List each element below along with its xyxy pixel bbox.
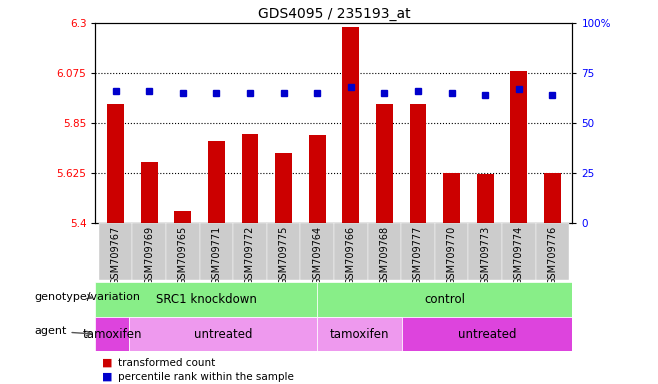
Text: GSM709765: GSM709765 — [178, 225, 188, 285]
Bar — [409, 104, 426, 223]
Bar — [233, 223, 266, 280]
Bar — [132, 223, 166, 280]
Text: GSM709770: GSM709770 — [447, 225, 457, 285]
Bar — [141, 162, 157, 223]
Title: GDS4095 / 235193_at: GDS4095 / 235193_at — [258, 7, 410, 21]
Bar — [536, 223, 569, 280]
Bar — [368, 223, 401, 280]
Text: SRC1 knockdown: SRC1 knockdown — [156, 293, 257, 306]
Text: tamoxifen: tamoxifen — [330, 328, 390, 341]
Bar — [401, 223, 435, 280]
Text: GSM709777: GSM709777 — [413, 225, 423, 285]
Text: GSM709769: GSM709769 — [144, 225, 154, 285]
Text: GSM709771: GSM709771 — [211, 225, 221, 285]
Bar — [130, 317, 317, 351]
Text: genotype/variation: genotype/variation — [34, 291, 140, 301]
Bar — [95, 282, 317, 317]
Bar — [502, 223, 536, 280]
Bar — [402, 317, 572, 351]
Text: GSM709775: GSM709775 — [278, 225, 289, 285]
Bar — [199, 223, 233, 280]
Text: GSM709773: GSM709773 — [480, 225, 490, 285]
Bar — [95, 317, 130, 351]
Bar — [435, 223, 468, 280]
Bar — [266, 223, 300, 280]
Bar — [376, 104, 393, 223]
Text: ■: ■ — [102, 372, 113, 382]
Text: transformed count: transformed count — [118, 358, 216, 368]
Bar — [309, 135, 326, 223]
Bar — [107, 104, 124, 223]
Text: GSM709764: GSM709764 — [312, 225, 322, 285]
Text: GSM709776: GSM709776 — [547, 225, 557, 285]
Bar — [317, 282, 572, 317]
Bar — [334, 223, 368, 280]
Text: tamoxifen: tamoxifen — [83, 328, 142, 341]
Text: control: control — [424, 293, 465, 306]
Text: GSM709767: GSM709767 — [111, 225, 120, 285]
Bar — [300, 223, 334, 280]
Text: GSM709774: GSM709774 — [514, 225, 524, 285]
Text: untreated: untreated — [458, 328, 517, 341]
Text: ■: ■ — [102, 358, 113, 368]
Bar — [208, 141, 225, 223]
Bar — [174, 210, 191, 223]
Text: GSM709768: GSM709768 — [379, 225, 390, 285]
Text: untreated: untreated — [194, 328, 253, 341]
Bar — [476, 174, 494, 223]
Bar — [511, 71, 527, 223]
Bar — [468, 223, 502, 280]
Bar — [317, 317, 402, 351]
Text: GSM709766: GSM709766 — [345, 225, 356, 285]
Text: percentile rank within the sample: percentile rank within the sample — [118, 372, 294, 382]
Bar — [275, 153, 292, 223]
Text: GSM709772: GSM709772 — [245, 225, 255, 285]
Bar — [342, 28, 359, 223]
Bar — [166, 223, 199, 280]
Bar — [241, 134, 259, 223]
Bar — [99, 223, 132, 280]
Bar — [544, 173, 561, 223]
Text: agent: agent — [34, 326, 91, 336]
Bar — [443, 173, 460, 223]
